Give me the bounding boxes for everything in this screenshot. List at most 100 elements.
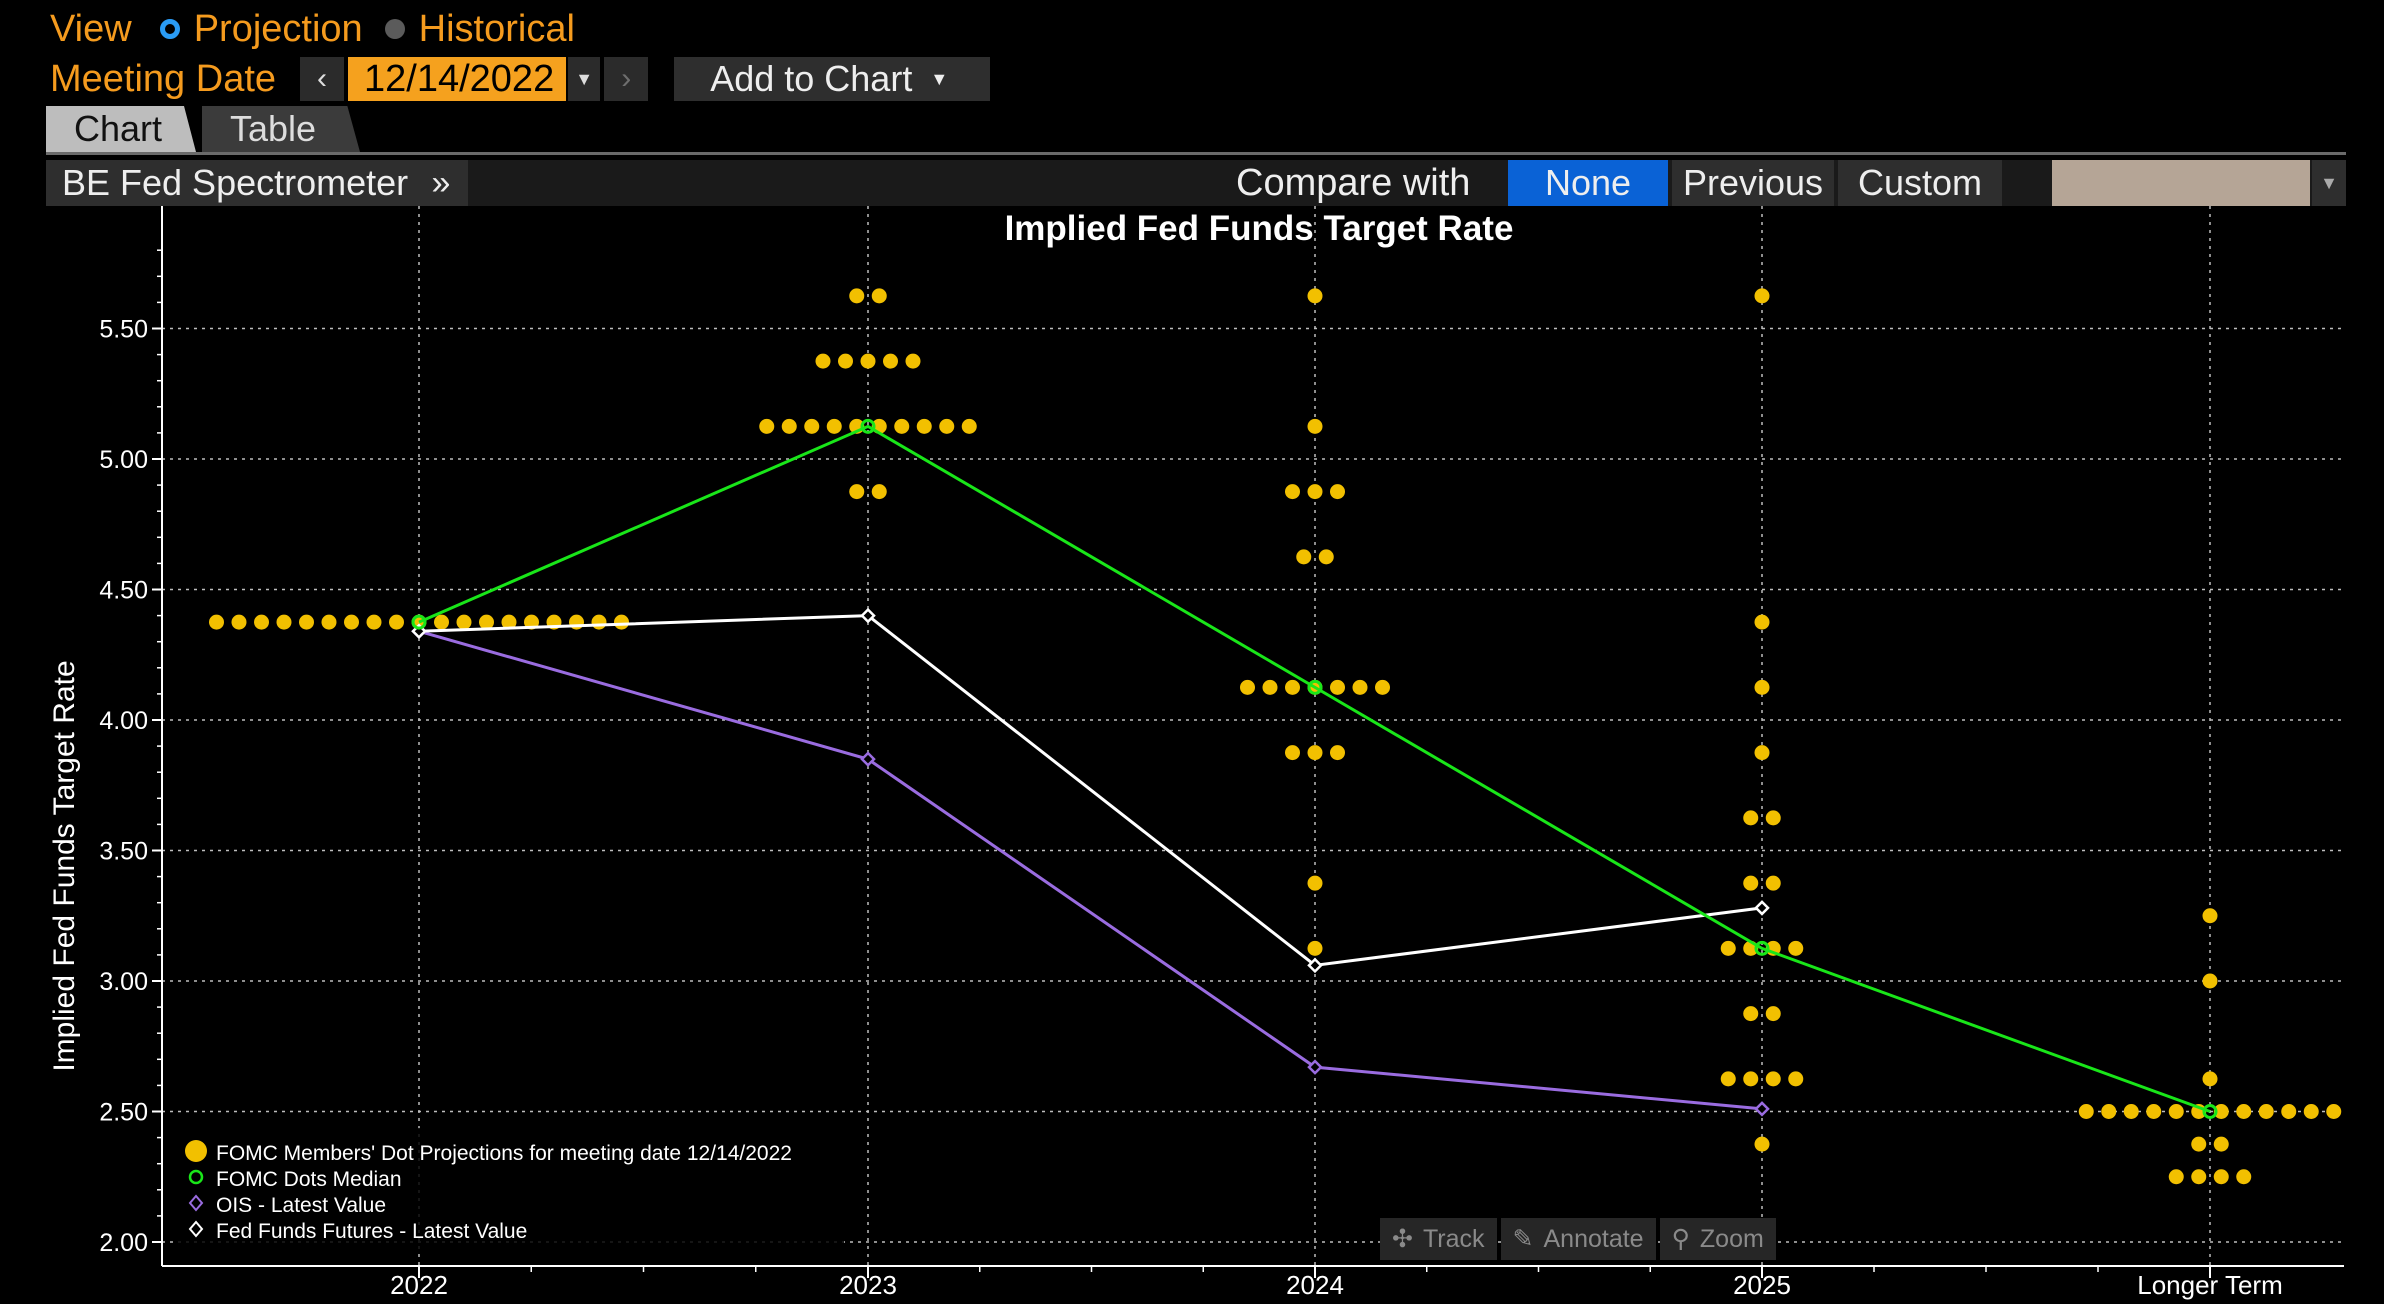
dot-projection bbox=[2101, 1104, 2117, 1119]
dot-projection bbox=[1375, 679, 1390, 695]
track-button[interactable]: ✣ Track bbox=[1380, 1218, 1497, 1260]
dot-projection bbox=[2191, 1136, 2207, 1152]
dot-projection bbox=[1307, 418, 1323, 434]
dot-projection bbox=[434, 614, 449, 630]
dot-projection bbox=[366, 614, 382, 630]
tab-chart[interactable]: Chart bbox=[46, 106, 196, 152]
dot-projection bbox=[804, 418, 820, 434]
series-line bbox=[418, 424, 2211, 1113]
compare-previous-button[interactable]: Previous bbox=[1672, 160, 1834, 206]
legend-circle-icon bbox=[188, 1169, 204, 1185]
annotate-label: Annotate bbox=[1543, 1224, 1644, 1253]
series-marker bbox=[1754, 900, 1770, 916]
dot-projection bbox=[1765, 810, 1781, 826]
legend-label: FOMC Members' Dot Projections for meetin… bbox=[216, 1142, 792, 1165]
dot-projection bbox=[2146, 1104, 2162, 1119]
chart-legend: FOMC Members' Dot Projections for meetin… bbox=[176, 1128, 844, 1252]
meeting-date-field[interactable]: 12/14/2022 bbox=[348, 57, 567, 101]
dot-projection bbox=[939, 418, 955, 434]
dot-projection bbox=[1307, 484, 1323, 500]
dot-projection bbox=[614, 614, 629, 630]
series-line bbox=[418, 614, 1763, 967]
pencil-icon: ✎ bbox=[1512, 1225, 1534, 1253]
dot-projection bbox=[1765, 1006, 1781, 1022]
dot-projection bbox=[883, 353, 898, 369]
tab-divider bbox=[46, 152, 2346, 155]
compare-none-button[interactable]: None bbox=[1508, 160, 1668, 206]
legend-label: Fed Funds Futures - Latest Value bbox=[216, 1220, 527, 1243]
dot-projection bbox=[2213, 1136, 2229, 1152]
series-marker bbox=[1307, 957, 1323, 974]
dot-projection bbox=[1788, 940, 1804, 956]
dot-projection bbox=[254, 614, 269, 630]
dot-projection bbox=[2191, 1169, 2207, 1185]
chevron-left-icon: ‹ bbox=[317, 62, 328, 95]
legend-diamond-icon bbox=[188, 1194, 204, 1212]
dot-projection bbox=[2236, 1169, 2252, 1185]
view-label: View bbox=[50, 7, 132, 50]
caret-down-icon: ▼ bbox=[2320, 172, 2338, 193]
dot-projection bbox=[1743, 810, 1759, 826]
dot-projection bbox=[1754, 1136, 1770, 1152]
annotate-button[interactable]: ✎ Annotate bbox=[1500, 1218, 1656, 1260]
dot-projection bbox=[1240, 679, 1255, 695]
dot-projection bbox=[231, 614, 247, 630]
dot-projection bbox=[2281, 1104, 2297, 1119]
dot-projection bbox=[2202, 1071, 2218, 1087]
dot-projection bbox=[479, 614, 494, 630]
dot-projection bbox=[2078, 1104, 2094, 1119]
series-marker bbox=[411, 614, 427, 630]
dot-projection bbox=[849, 484, 865, 500]
dot-projection bbox=[838, 353, 853, 369]
y-tick-label: 3.00 bbox=[99, 968, 148, 996]
dot-projection bbox=[1743, 875, 1759, 891]
source-selector-button[interactable]: BE Fed Spectrometer bbox=[46, 160, 427, 206]
dot-projection bbox=[344, 614, 359, 630]
series-marker bbox=[860, 751, 876, 767]
dot-projection bbox=[276, 614, 292, 630]
compare-custom-button[interactable]: Custom bbox=[1838, 160, 2002, 206]
dot-projection bbox=[299, 614, 314, 630]
dot-projection bbox=[894, 418, 910, 434]
dot-projection bbox=[456, 614, 472, 630]
series-marker bbox=[860, 607, 876, 624]
dot-projection bbox=[1285, 679, 1300, 695]
double-chevron-right-icon: » bbox=[431, 163, 451, 202]
tab-table[interactable]: Table bbox=[202, 106, 360, 152]
add-to-chart-button[interactable]: Add to Chart ▼ bbox=[674, 57, 991, 101]
dot-projection bbox=[826, 418, 842, 434]
next-date-button[interactable]: › bbox=[604, 57, 649, 101]
dot-projections bbox=[209, 288, 2342, 1185]
view-tabs: Chart Table bbox=[46, 106, 360, 152]
radio-projection-label: Projection bbox=[193, 7, 363, 50]
date-dropdown-button[interactable]: ▼ bbox=[568, 57, 601, 101]
dot-projection bbox=[860, 353, 876, 369]
dot-projection bbox=[1754, 288, 1770, 304]
legend-dot-icon bbox=[185, 1140, 207, 1162]
radio-projection[interactable]: Projection bbox=[159, 7, 363, 51]
legend-label: OIS - Latest Value bbox=[216, 1194, 386, 1217]
dot-projection bbox=[2202, 908, 2218, 924]
series-marker bbox=[860, 418, 876, 434]
dot-projection bbox=[1307, 745, 1323, 761]
custom-color-swatch[interactable] bbox=[2052, 160, 2310, 206]
chart-axes: 2022 2023 2024 2025 Longer Term2.002.503.003… bbox=[99, 206, 2344, 1300]
dot-projection bbox=[2202, 973, 2218, 989]
dot-projection bbox=[1330, 745, 1345, 761]
dot-projection bbox=[1352, 679, 1368, 695]
radio-historical[interactable]: Historical bbox=[384, 8, 575, 51]
more-options-button[interactable]: » bbox=[414, 160, 468, 206]
view-selector: View Projection Historical bbox=[50, 4, 597, 54]
y-tick-label: 4.50 bbox=[99, 577, 148, 605]
color-dropdown-button[interactable]: ▼ bbox=[2312, 160, 2346, 206]
chart-tools: ✣ Track ✎ Annotate ⚲ Zoom bbox=[1380, 1218, 1780, 1260]
dot-projection bbox=[321, 614, 337, 630]
legend-label: FOMC Dots Median bbox=[216, 1168, 402, 1191]
series-marker bbox=[1754, 940, 1770, 956]
zoom-button[interactable]: ⚲ Zoom bbox=[1659, 1218, 1776, 1260]
prev-date-button[interactable]: ‹ bbox=[300, 57, 345, 101]
y-tick-label: 2.00 bbox=[99, 1229, 148, 1257]
dot-projection bbox=[501, 614, 517, 630]
dot-projection bbox=[1262, 679, 1278, 695]
dot-projection bbox=[815, 353, 831, 369]
